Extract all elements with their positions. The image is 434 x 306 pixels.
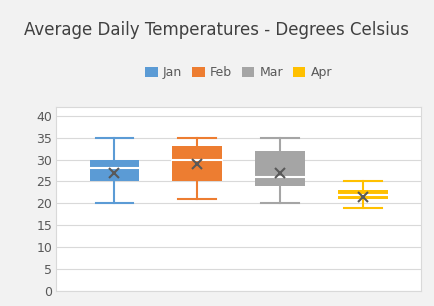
Bar — [338, 190, 388, 199]
Legend: Jan, Feb, Mar, Apr: Jan, Feb, Mar, Apr — [141, 61, 337, 84]
Bar — [89, 159, 139, 181]
Text: Average Daily Temperatures - Degrees Celsius: Average Daily Temperatures - Degrees Cel… — [24, 21, 410, 39]
Bar — [172, 147, 222, 181]
Bar — [255, 151, 305, 186]
